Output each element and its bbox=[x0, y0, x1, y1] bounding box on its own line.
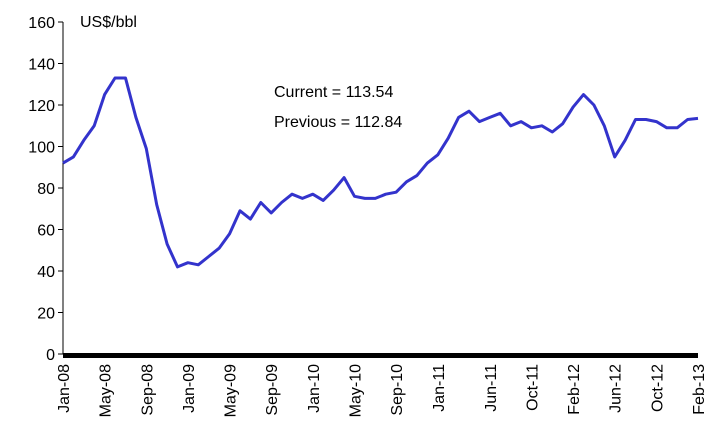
y-tick-label: 160 bbox=[28, 15, 55, 32]
x-tick-label: Jan-09 bbox=[181, 364, 198, 413]
current-annotation: Current = 113.54 bbox=[274, 84, 393, 101]
x-tick-label: May-08 bbox=[98, 364, 115, 417]
x-tick-label: May-10 bbox=[347, 364, 364, 417]
x-tick-label: Sep-10 bbox=[389, 364, 406, 416]
x-tick-label: Jun-11 bbox=[483, 364, 500, 412]
x-tick-label: Sep-08 bbox=[139, 364, 156, 416]
previous-annotation: Previous = 112.84 bbox=[274, 114, 402, 131]
x-tick-label: Jan-11 bbox=[431, 364, 448, 412]
x-tick-label: Jan-08 bbox=[56, 364, 73, 413]
x-tick-label: Oct-11 bbox=[524, 364, 541, 411]
x-tick-label: Feb-12 bbox=[566, 364, 583, 415]
x-tick-label: Jun-12 bbox=[608, 364, 625, 413]
y-tick-label: 80 bbox=[37, 181, 55, 198]
y-tick-label: 60 bbox=[37, 223, 55, 240]
x-tick-label: Jan-10 bbox=[306, 364, 323, 413]
y-tick-label: 120 bbox=[28, 98, 55, 115]
x-axis bbox=[63, 353, 698, 358]
unit-label: US$/bbl bbox=[80, 14, 137, 31]
y-tick-label: 140 bbox=[28, 57, 55, 74]
y-tick-label: 100 bbox=[28, 140, 55, 157]
y-tick-label: 0 bbox=[46, 347, 55, 364]
x-tick-label: Sep-09 bbox=[264, 364, 281, 416]
y-tick-label: 20 bbox=[37, 306, 55, 323]
price-line bbox=[62, 76, 699, 269]
y-tick-label: 40 bbox=[37, 264, 55, 281]
x-tick-label: May-09 bbox=[223, 364, 240, 417]
x-tick-label: Oct-12 bbox=[649, 364, 666, 412]
x-tick-label: Feb-13 bbox=[691, 364, 706, 415]
